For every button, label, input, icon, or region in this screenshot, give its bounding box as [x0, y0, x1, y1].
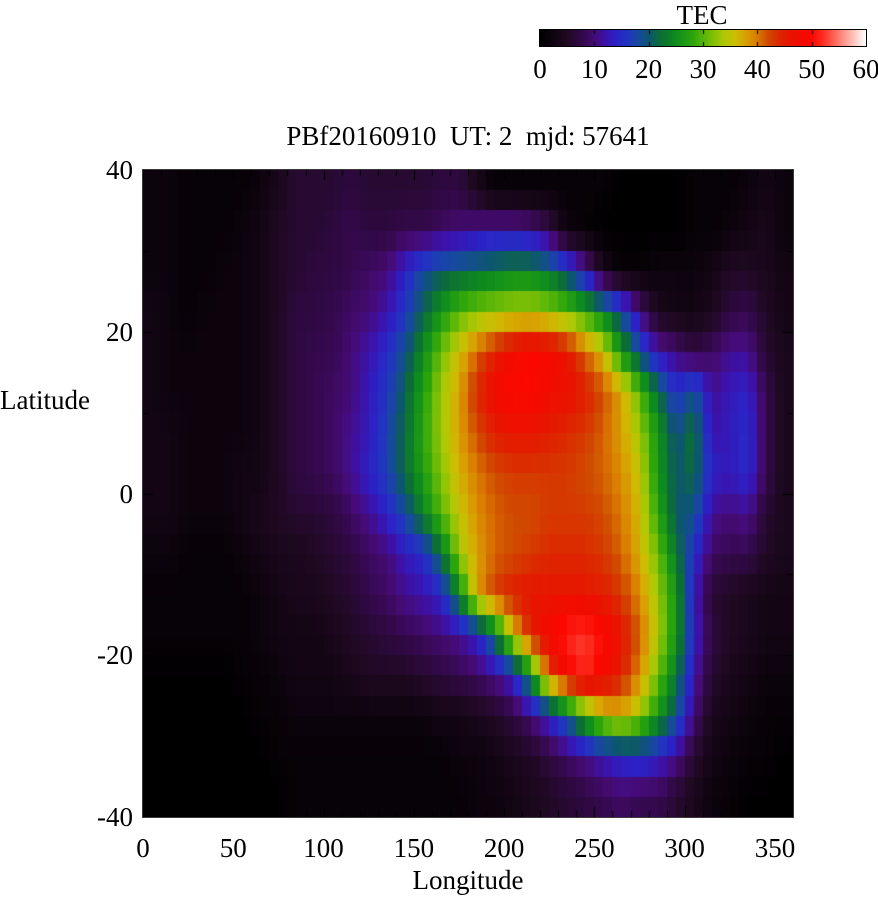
colorbar-tick-label: 60: [852, 54, 878, 84]
colorbar-tick-label: 40: [743, 54, 771, 84]
x-tick-label: 0: [136, 833, 150, 863]
colorbar-tick-label: 20: [635, 54, 663, 84]
x-axis-label: Longitude: [412, 865, 524, 895]
colorbar-tick-label: 0: [533, 54, 547, 84]
chart-title: PBf20160910 UT: 2 mjd: 57641: [286, 121, 650, 151]
colorbar-title: TEC: [676, 0, 728, 30]
x-tick-label: 100: [303, 833, 344, 863]
y-tick-label: -40: [97, 802, 133, 832]
y-tick-label: 40: [106, 155, 133, 185]
x-tick-label: 350: [754, 833, 796, 863]
y-tick-label: 0: [119, 478, 134, 509]
y-tick-label: 20: [106, 316, 133, 347]
x-tick-label: 250: [574, 833, 615, 863]
x-tick-label: 50: [219, 833, 247, 863]
colorbar-tick-label: 10: [580, 54, 608, 84]
x-tick-label: 150: [393, 833, 435, 863]
y-axis-label: Latitude: [0, 385, 90, 415]
y-tick-label: -20: [97, 640, 133, 671]
colorbar-tick-label: 30: [689, 54, 717, 84]
plot-area: [142, 169, 794, 818]
x-tick-label: 200: [483, 833, 525, 863]
x-tick-label: 300: [664, 833, 705, 863]
colorbar: [539, 29, 867, 47]
heatmap-canvas: [143, 170, 793, 817]
colorbar-tick-label: 50: [798, 54, 826, 84]
